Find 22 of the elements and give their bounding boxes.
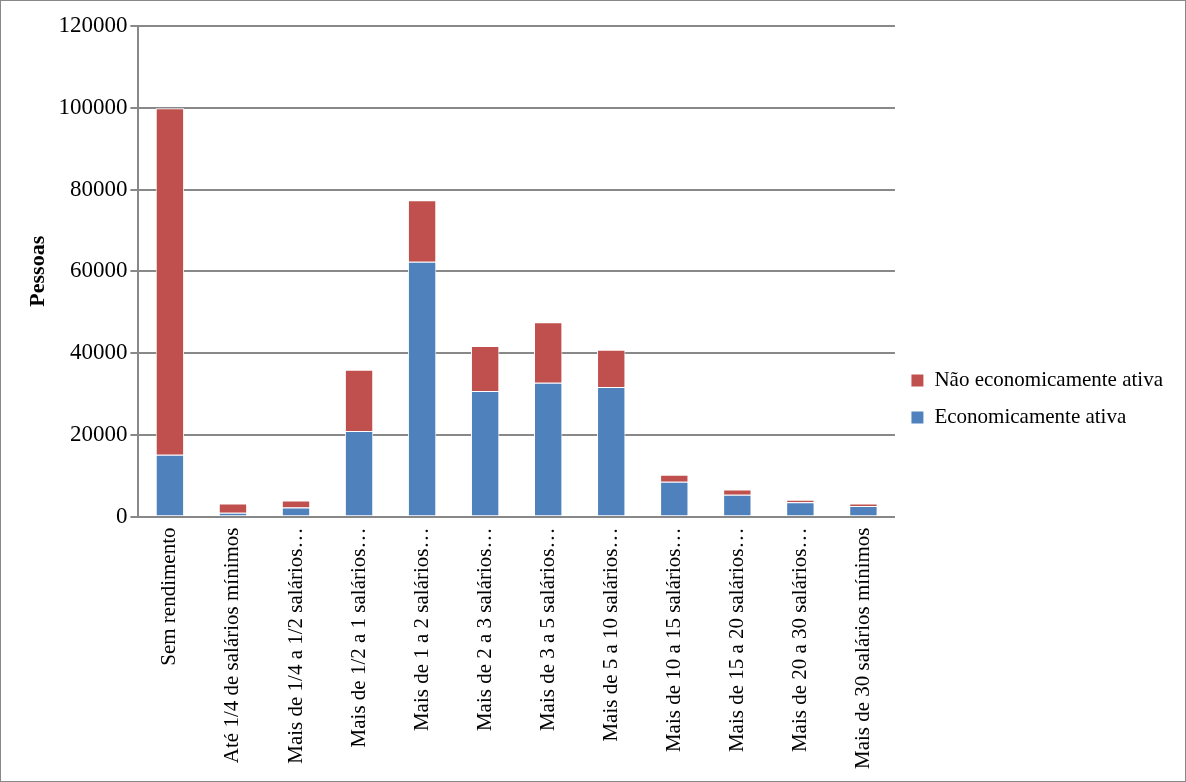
x-tick-label: Mais de 1/2 a 1 salários… — [345, 527, 370, 748]
y-tick-label: 100000 — [58, 93, 128, 119]
y-tick-label: 120000 — [58, 12, 128, 38]
x-tick-label: Mais de 3 a 5 salários… — [534, 527, 559, 732]
legend-label: Não economicamente ativa — [934, 367, 1164, 392]
x-tick-label: Mais de 1/4 a 1/2 salários… — [282, 527, 307, 764]
x-tick-label: Até 1/4 de salários mínimos — [219, 527, 244, 764]
x-tick-label: Mais de 15 a 20 salários… — [723, 527, 748, 753]
y-tick-label: 0 — [115, 502, 128, 528]
x-tick-label: Mais de 30 salários mínimos — [849, 527, 874, 769]
y-axis-title: Pessoas — [23, 235, 49, 307]
y-tick-label: 80000 — [69, 175, 128, 201]
legend-label: Economicamente ativa — [934, 404, 1127, 429]
y-tick-label: 60000 — [69, 257, 128, 283]
x-tick-label: Mais de 20 a 30 salários… — [786, 527, 811, 753]
x-tick-label: Mais de 2 a 3 salários… — [471, 527, 496, 732]
x-tick-label: Mais de 1 a 2 salários… — [408, 527, 433, 732]
y-tick-label: 20000 — [69, 420, 128, 446]
x-tick-label: Mais de 5 a 10 salários… — [597, 527, 622, 742]
y-tick-label: 40000 — [69, 339, 128, 365]
x-tick-label: Sem rendimento — [156, 527, 181, 666]
x-tick-label: Mais de 10 a 15 salários… — [660, 527, 685, 753]
